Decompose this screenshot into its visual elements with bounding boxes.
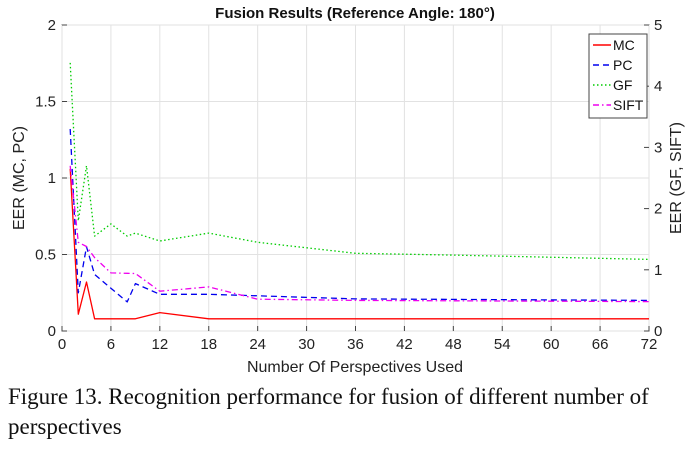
y-tick-label-left: 1	[48, 170, 56, 187]
y-axis-label-right: EER (GF, SIFT)	[668, 122, 685, 234]
x-tick-label: 60	[543, 336, 560, 353]
series-line-pc	[69, 128, 650, 303]
y-tick-label-right: 3	[654, 139, 662, 156]
legend-label-mc: MC	[613, 37, 635, 53]
legend-label-pc: PC	[613, 57, 632, 73]
legend-label-sift: SIFT	[613, 97, 644, 113]
chart: 0 6 12 18 24 30 36 42 48 54 60 66 7200.511.52012345 …	[11, 5, 685, 376]
y-tick-label-left: 1.5	[35, 94, 56, 111]
x-tick-label: 0	[58, 336, 66, 353]
legend: MC PC GF SIFT	[588, 33, 648, 119]
x-tick-label: 36	[347, 336, 364, 353]
x-tick-label: 42	[396, 336, 413, 353]
y-tick-label-left: 0	[48, 323, 56, 340]
x-tick-label: 30	[298, 336, 315, 353]
series-line-sift	[69, 165, 650, 303]
x-tick-label: 6	[107, 336, 115, 353]
x-tick-label: 54	[494, 336, 511, 353]
x-tick-label: 48	[445, 336, 462, 353]
y-tick-label-left: 2	[48, 17, 56, 34]
x-tick-label: 72	[641, 336, 658, 353]
series-line-gf	[69, 62, 650, 261]
y-tick-label-right: 4	[654, 78, 662, 95]
series-line-mc	[69, 168, 649, 320]
x-tick-label: 12	[151, 336, 168, 353]
y-axis-label-left: EER (MC, PC)	[11, 126, 28, 230]
y-tick-label-left: 0.5	[35, 247, 56, 264]
y-tick-label-right: 0	[654, 323, 662, 340]
y-tick-label-right: 2	[654, 201, 662, 218]
x-axis-label: Number Of Perspectives Used	[247, 359, 463, 376]
y-tick-label-right: 5	[654, 17, 662, 34]
x-tick-label: 18	[200, 336, 217, 353]
series-group	[69, 62, 650, 320]
y-tick-label-right: 1	[654, 262, 662, 279]
legend-label-gf: GF	[613, 77, 632, 93]
x-tick-label: 66	[592, 336, 609, 353]
legend-box	[588, 33, 648, 119]
figure-caption: Figure 13. Recognition performance for f…	[8, 384, 649, 439]
x-tick-label: 24	[249, 336, 266, 353]
chart-title: Fusion Results (Reference Angle: 180°)	[215, 5, 495, 22]
